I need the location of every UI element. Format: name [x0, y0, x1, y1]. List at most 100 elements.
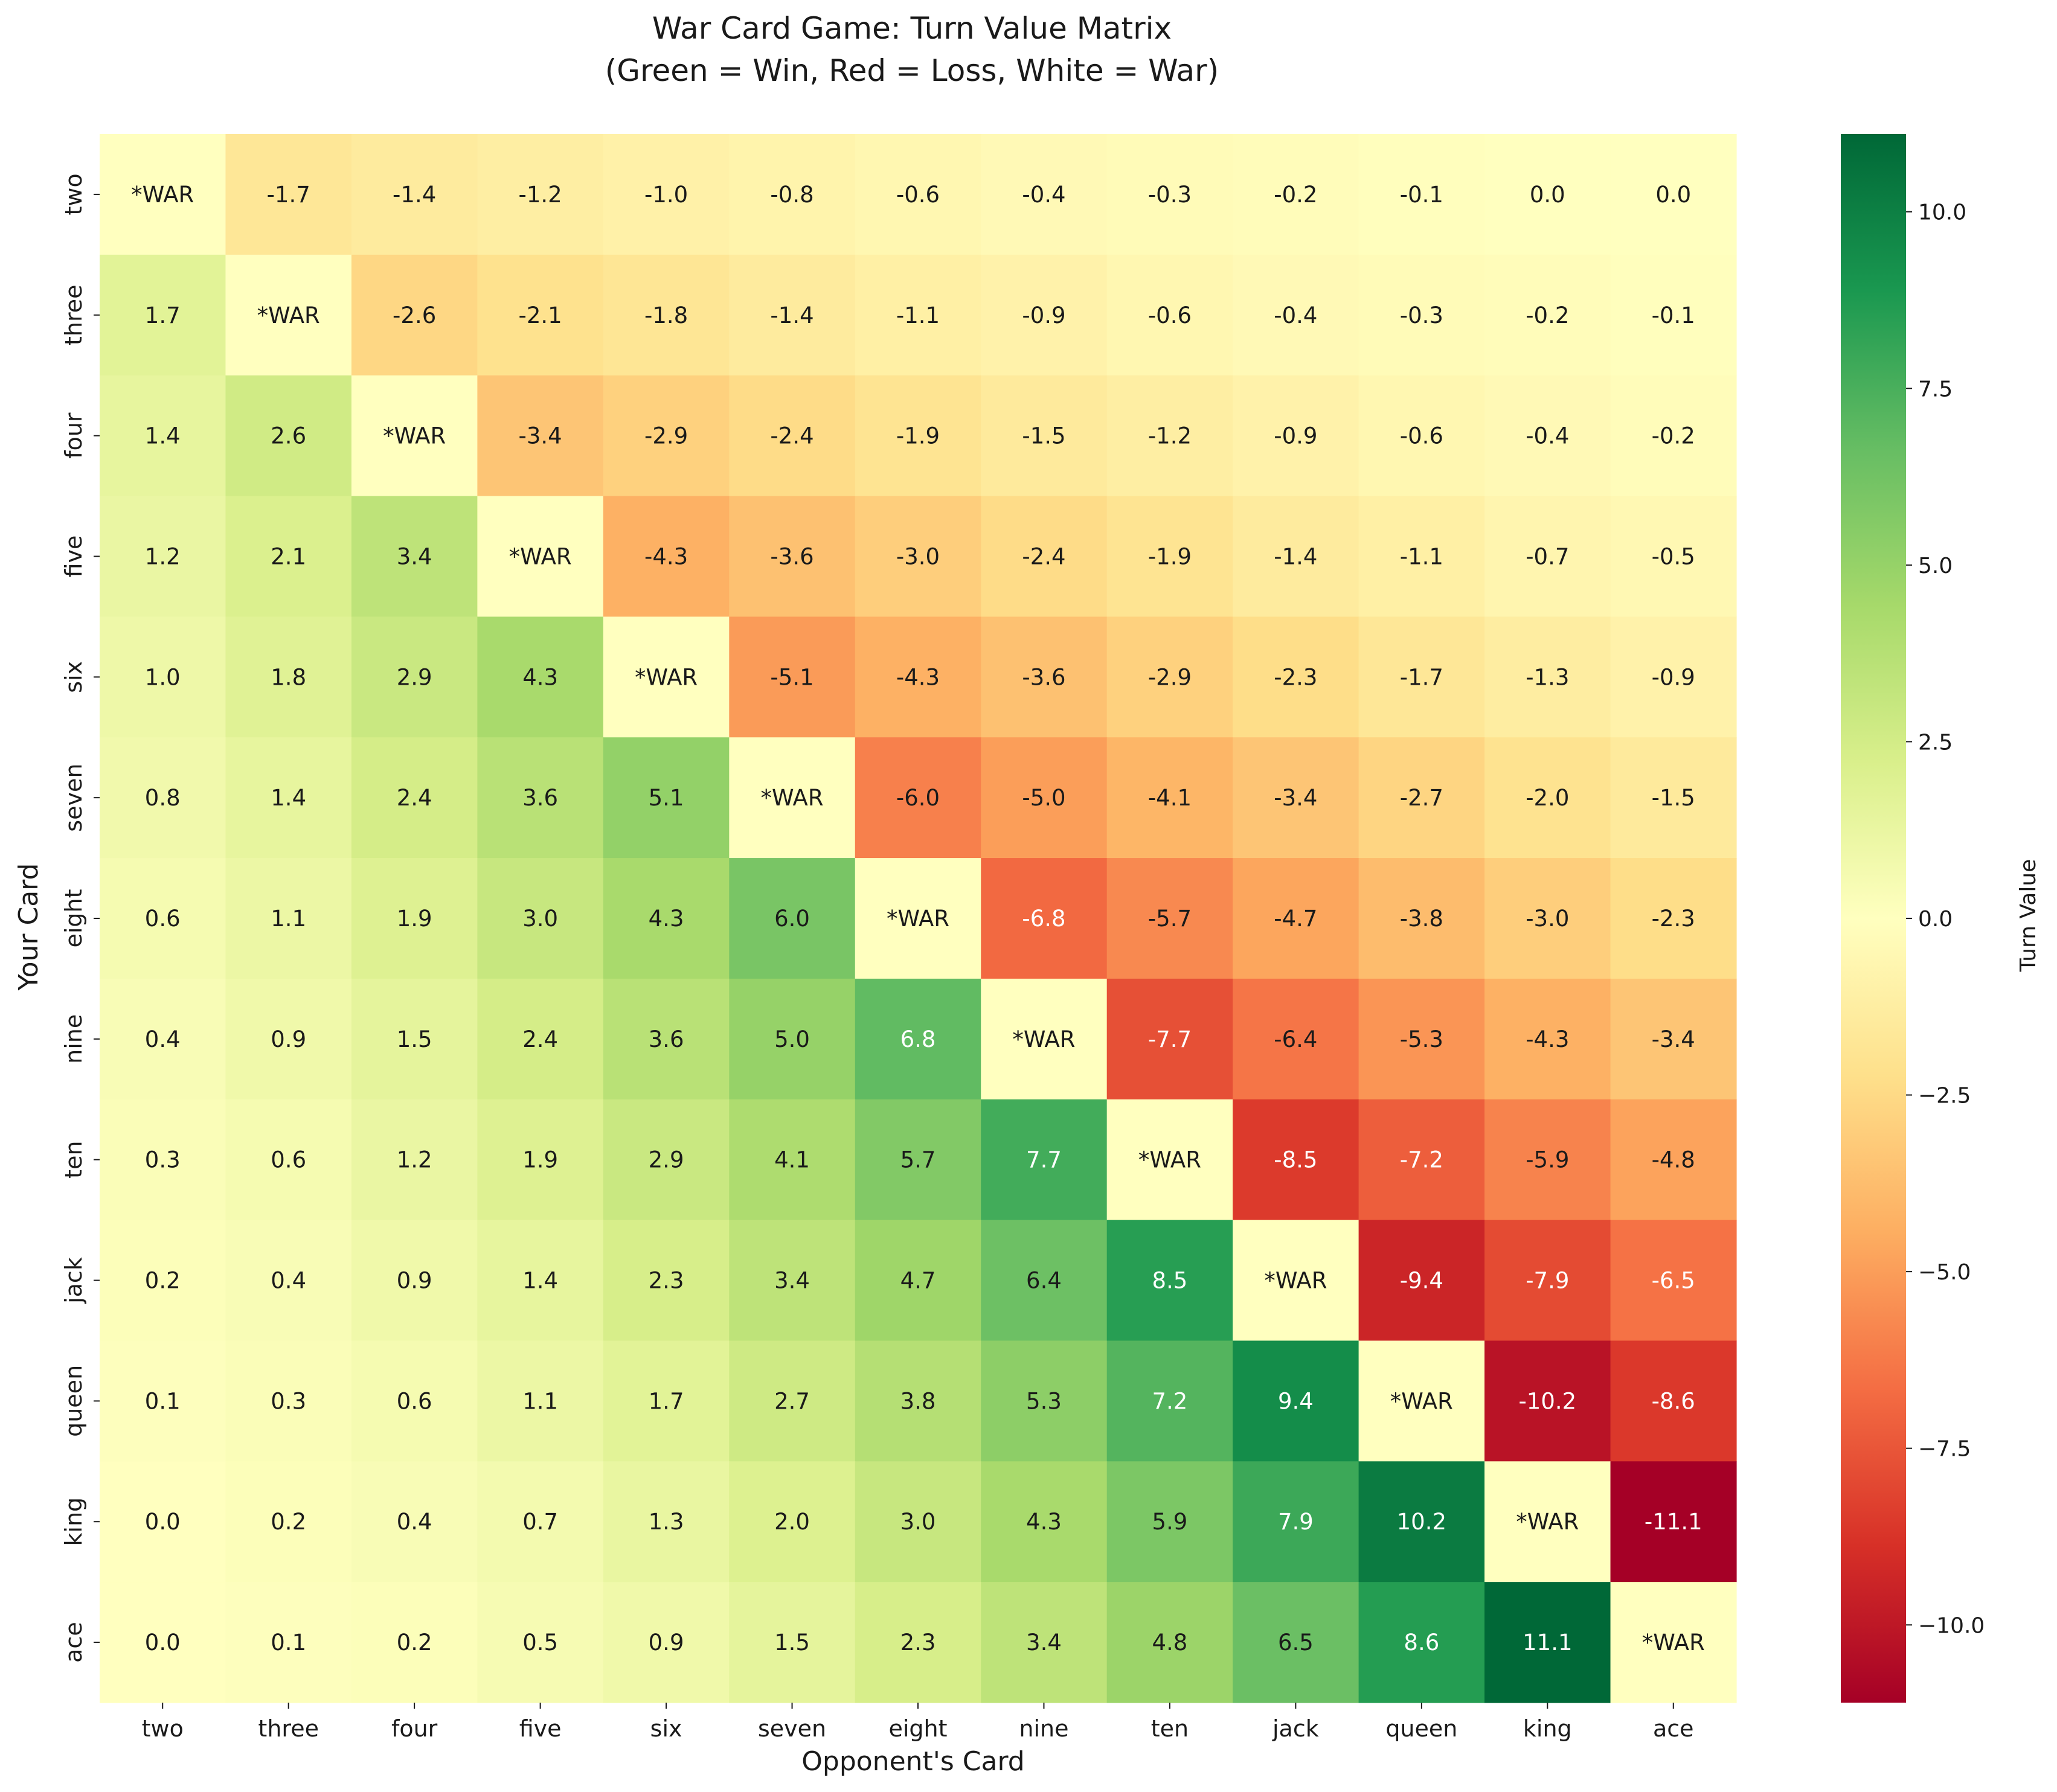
heatmap-cell — [855, 616, 981, 738]
heatmap-cell — [603, 737, 730, 859]
cell-value-label: -0.2 — [1274, 182, 1317, 208]
y-tick-label: three — [60, 285, 87, 346]
heatmap-cell — [1106, 737, 1233, 859]
heatmap-cell — [981, 1340, 1108, 1462]
y-tick-label: two — [60, 173, 87, 215]
heatmap-cell — [1610, 1340, 1737, 1462]
cell-value-label: -1.7 — [1400, 664, 1443, 690]
cell-value-label: 1.1 — [522, 1388, 558, 1414]
heatmap-cell — [603, 1461, 730, 1582]
heatmap-cell — [1233, 1582, 1359, 1703]
cell-value-label: -1.9 — [1148, 543, 1192, 569]
cell-value-label: -0.6 — [1400, 423, 1443, 449]
heatmap-cell — [1233, 496, 1359, 617]
cell-value-label: -3.4 — [1652, 1026, 1695, 1052]
cell-value-label: -2.3 — [1274, 664, 1317, 690]
y-tick-label: six — [60, 661, 87, 693]
heatmap-cell — [1484, 616, 1611, 738]
heatmap-cell — [729, 1220, 856, 1342]
x-axis-label: Opponent's Card — [801, 1746, 1024, 1777]
cell-value-label: 2.0 — [774, 1509, 810, 1535]
heatmap-cell — [729, 375, 856, 497]
heatmap-cell — [1358, 1099, 1485, 1221]
cell-value-label: 0.4 — [271, 1268, 306, 1294]
heatmap-cell — [1610, 1099, 1737, 1221]
cell-value-label: -5.9 — [1526, 1147, 1569, 1173]
heatmap-cell — [100, 134, 226, 255]
x-tick-label: jack — [1272, 1715, 1319, 1742]
cell-value-label: 7.9 — [1278, 1509, 1314, 1535]
heatmap-cell — [603, 1340, 730, 1462]
heatmap-cell — [1106, 375, 1233, 497]
heatmap-cell — [981, 375, 1108, 497]
heatmap-cell — [729, 1099, 856, 1221]
heatmap-cell — [351, 1582, 478, 1703]
heatmap-cell — [225, 978, 352, 1100]
heatmap-cell — [1233, 254, 1359, 376]
cell-value-label: 4.3 — [649, 906, 684, 932]
heatmap-cell — [351, 134, 478, 255]
heatmap-cell — [981, 1220, 1108, 1342]
heatmap-cell — [1106, 978, 1233, 1100]
heatmap-cell — [729, 1582, 856, 1703]
heatmap-cell — [477, 134, 604, 255]
heatmap-cell — [1484, 375, 1611, 497]
heatmap-cell — [603, 858, 730, 979]
cell-value-label: 4.3 — [1026, 1509, 1062, 1535]
heatmap-cell — [100, 1220, 226, 1342]
heatmap-cell — [225, 616, 352, 738]
cell-value-label: -6.8 — [1022, 906, 1065, 932]
cell-value-label: 0.0 — [145, 1509, 181, 1535]
cell-value-label: 3.4 — [1026, 1630, 1062, 1656]
x-tick-label: three — [258, 1715, 319, 1742]
heatmap-cell — [1610, 1461, 1737, 1582]
cell-value-label: 1.5 — [397, 1026, 432, 1052]
cell-value-label: 7.7 — [1026, 1147, 1062, 1173]
heatmap-cell — [1484, 254, 1611, 376]
heatmap-cell — [1610, 1220, 1737, 1342]
heatmap-cell — [477, 616, 604, 738]
heatmap-cell — [100, 1582, 226, 1703]
heatmap-cell — [351, 375, 478, 497]
heatmap-cell — [1484, 1461, 1611, 1582]
heatmap-cell — [981, 1461, 1108, 1582]
cell-value-label: 1.8 — [271, 664, 306, 690]
heatmap-cell — [1233, 858, 1359, 979]
cell-war-label: *WAR — [760, 785, 823, 811]
cell-value-label: -0.9 — [1022, 302, 1065, 328]
cell-value-label: -3.0 — [1526, 906, 1569, 932]
cell-value-label: 2.7 — [774, 1388, 810, 1414]
heatmap-cell — [477, 254, 604, 376]
cell-value-label: -1.4 — [770, 302, 813, 328]
heatmap-cell — [351, 978, 478, 1100]
heatmap-cell — [1233, 978, 1359, 1100]
heatmap-cell — [100, 375, 226, 497]
heatmap-cell — [603, 134, 730, 255]
heatmap-cell — [100, 616, 226, 738]
cell-value-label: -1.7 — [267, 182, 310, 208]
heatmap-cell — [855, 978, 981, 1100]
cell-value-label: 1.4 — [145, 423, 181, 449]
cell-value-label: 4.1 — [774, 1147, 810, 1173]
cell-value-label: -1.2 — [519, 182, 562, 208]
heatmap-cell — [729, 134, 856, 255]
heatmap-cell — [1233, 1099, 1359, 1221]
cell-value-label: 5.3 — [1026, 1388, 1062, 1414]
cell-value-label: -4.7 — [1274, 906, 1317, 932]
heatmap-cell — [855, 1582, 981, 1703]
heatmap-cell — [1106, 254, 1233, 376]
cell-value-label: -2.6 — [393, 302, 436, 328]
cell-value-label: -8.5 — [1274, 1147, 1317, 1173]
cell-value-label: 1.2 — [145, 543, 181, 569]
colorbar-tick-label: 7.5 — [1918, 377, 1953, 402]
heatmap-cell — [1484, 496, 1611, 617]
cell-value-label: 11.1 — [1523, 1630, 1572, 1656]
cell-value-label: -0.5 — [1652, 543, 1695, 569]
cell-value-label: -0.4 — [1526, 423, 1569, 449]
cell-value-label: -4.8 — [1652, 1147, 1695, 1173]
cell-value-label: 0.9 — [271, 1026, 306, 1052]
cell-value-label: 3.8 — [900, 1388, 936, 1414]
cell-value-label: -2.0 — [1526, 785, 1569, 811]
cell-value-label: 0.4 — [145, 1026, 181, 1052]
cell-value-label: -0.8 — [770, 182, 813, 208]
